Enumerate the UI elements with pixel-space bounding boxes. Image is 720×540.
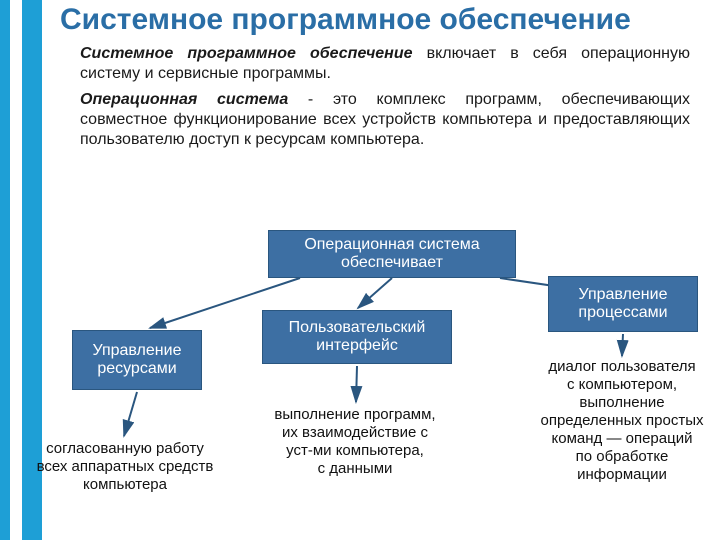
desc-resources: согласованную работу всех аппаратных сре… — [30, 440, 220, 494]
page-title: Системное программное обеспечение — [60, 4, 710, 36]
node-interface: Пользовательский интерфейс — [262, 310, 452, 364]
diagram-area: Операционная система обеспечивает Управл… — [0, 230, 720, 540]
desc-processes: диалог пользователя с компьютером, выпол… — [522, 358, 720, 484]
paragraph-2: Операционная система - это комплекс прог… — [80, 90, 690, 150]
node-processes: Управление процессами — [548, 276, 698, 332]
node-resources: Управление ресурсами — [72, 330, 202, 390]
paragraph-1: Системное программное обеспечение включа… — [80, 44, 690, 84]
para1-emphasis: Системное программное обеспечение — [80, 45, 413, 62]
content-area: Системное программное обеспечение Систем… — [60, 4, 710, 156]
root-node: Операционная система обеспечивает — [268, 230, 516, 278]
desc-interface: выполнение программ, их взаимодействие с… — [250, 406, 460, 478]
para2-emphasis: Операционная система — [80, 91, 288, 108]
